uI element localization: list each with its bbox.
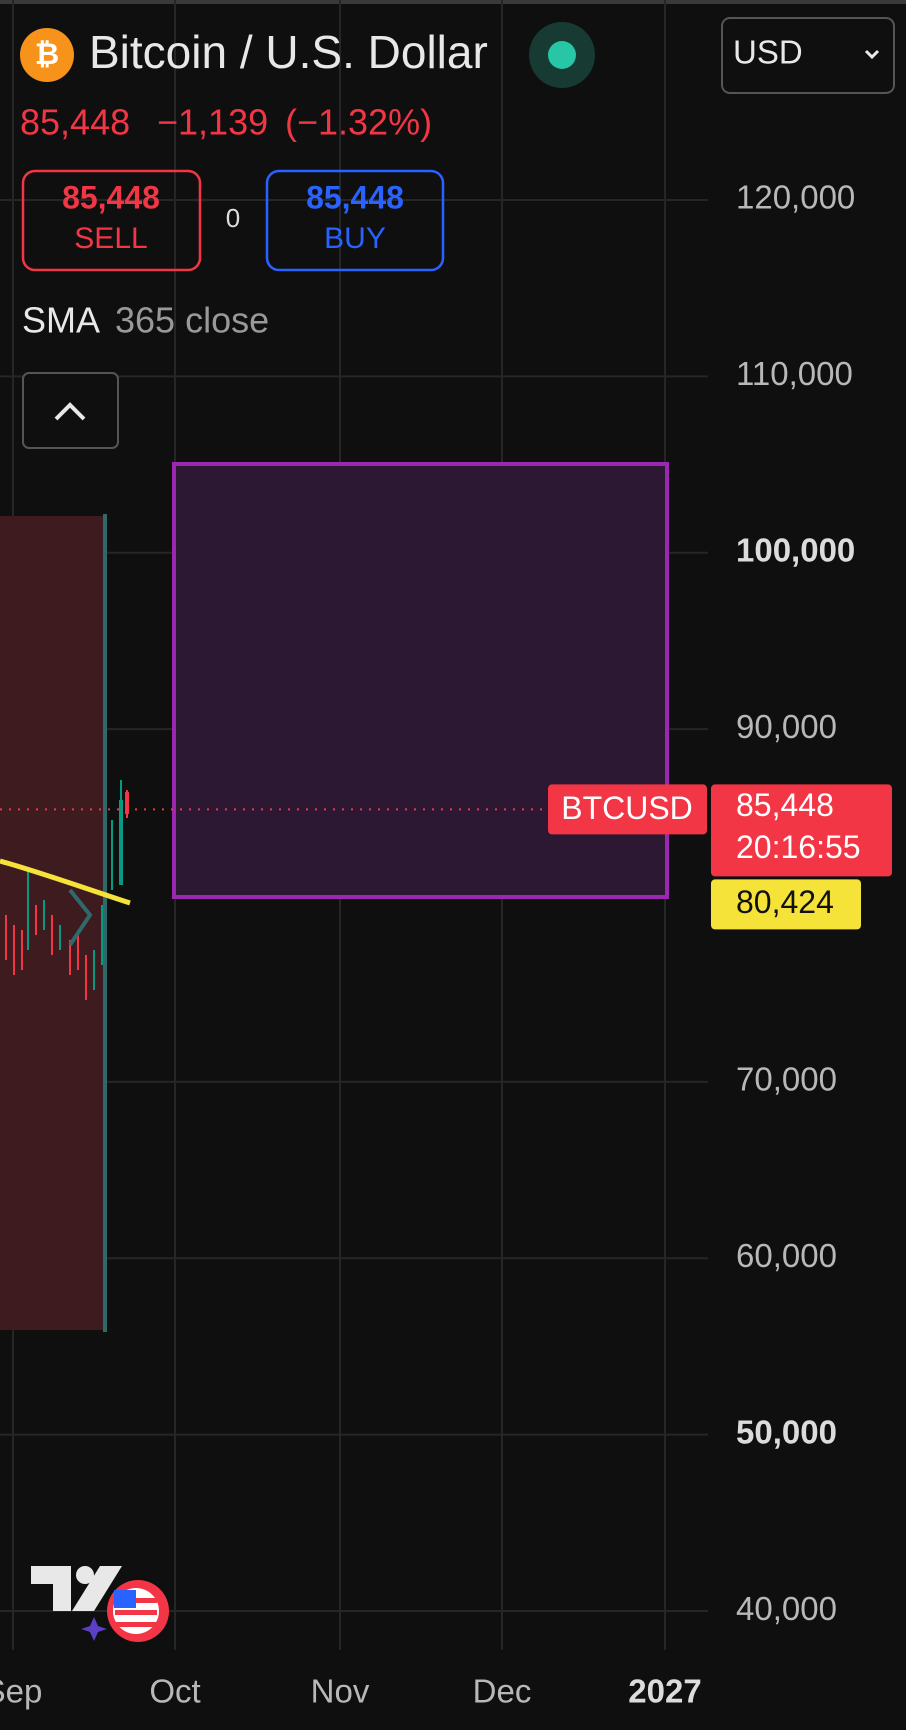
countdown: 20:16:55 — [736, 829, 861, 865]
price-tick-label: 110,000 — [736, 355, 853, 392]
time-tick-label: Oct — [149, 1673, 200, 1710]
currency-select[interactable] — [721, 17, 895, 94]
price-tick-label: 60,000 — [736, 1237, 837, 1274]
candles — [5, 780, 129, 1000]
symbol-tag-label: BTCUSD — [561, 790, 693, 826]
logo — [31, 1566, 169, 1642]
time-tick-label: 2027 — [628, 1673, 701, 1710]
buy-label: BUY — [324, 222, 386, 255]
indicator-params: 365 close — [115, 300, 269, 341]
price-tick-label: 40,000 — [736, 1590, 837, 1627]
btc-icon-glyph: ₿ — [35, 38, 59, 71]
last-price-label: 85,448 — [736, 787, 834, 823]
price: 85,448 — [20, 102, 130, 143]
price-tick-label: 70,000 — [736, 1061, 837, 1098]
sell-label: SELL — [74, 222, 147, 255]
title: Bitcoin / U.S. Dollar — [89, 26, 488, 78]
sma-tag — [711, 879, 861, 930]
time-tick-label: Dec — [473, 1673, 532, 1710]
change-pct: (−1.32%) — [285, 102, 432, 143]
price-tick-label: 90,000 — [736, 708, 837, 745]
sell-button[interactable] — [21, 169, 202, 272]
status-dot — [548, 41, 576, 69]
last-price-tag — [711, 784, 892, 877]
time-tick-label: Sep — [0, 1673, 42, 1710]
collapse-icon — [54, 402, 86, 421]
chevron — [864, 49, 880, 60]
sma-tag-label: 80,424 — [736, 884, 834, 920]
price-tick-label: 50,000 — [736, 1413, 837, 1450]
change: −1,139 — [157, 102, 268, 143]
spread: 0 — [226, 203, 240, 233]
sell-price: 85,448 — [62, 179, 160, 215]
price-tick-label: 120,000 — [736, 179, 855, 216]
symbol-tag — [548, 784, 707, 835]
price-tick-label: 100,000 — [736, 531, 855, 568]
buy-button[interactable] — [265, 169, 445, 272]
sma-line — [0, 858, 131, 906]
buy-price: 85,448 — [306, 179, 404, 215]
top-edge — [0, 0, 906, 4]
collapse-button[interactable] — [22, 372, 119, 449]
btc-icon — [20, 28, 74, 82]
currency-label: USD — [733, 34, 803, 71]
indicator-name: SMA — [22, 300, 100, 341]
time-tick-label: Nov — [311, 1673, 370, 1710]
